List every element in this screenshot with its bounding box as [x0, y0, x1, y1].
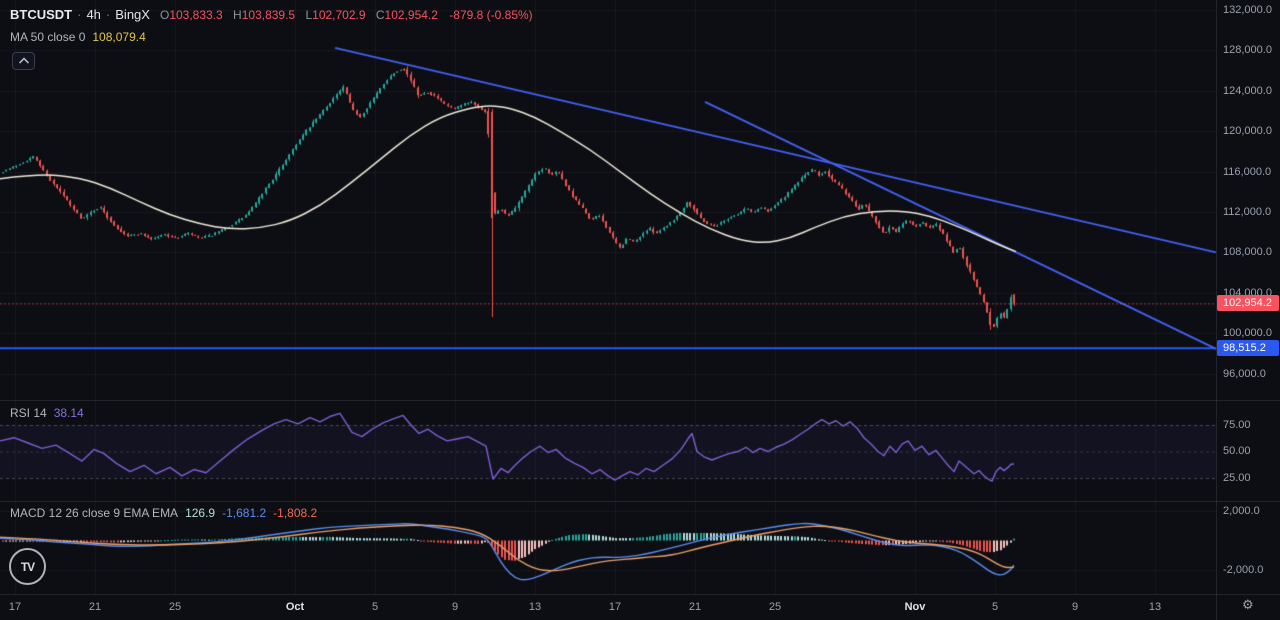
rsi-label: RSI 14	[10, 406, 47, 420]
macd-legend[interactable]: MACD 12 26 close 9 EMA EMA 126.9 -1,681.…	[10, 506, 317, 520]
time-tick-label: 21	[88, 601, 102, 613]
macd-tick-label: 2,000.0	[1223, 505, 1260, 517]
high-label: H	[233, 7, 242, 22]
symbol-legend[interactable]: BTCUSDT · 4h · BingX O103,833.3 H103,839…	[10, 7, 533, 22]
price-tick-label: 120,000.0	[1223, 125, 1272, 137]
price-tick-label: 128,000.0	[1223, 44, 1272, 56]
macd-tick-label: -2,000.0	[1223, 564, 1264, 576]
ma-label: MA 50 close 0	[10, 30, 86, 44]
rsi-value: 38.14	[53, 406, 84, 420]
panel-separator-rsi-macd[interactable]	[0, 501, 1280, 502]
symbol-title[interactable]: BTCUSDT	[10, 7, 73, 22]
time-tick-label: 17	[8, 601, 22, 613]
price-tick-label: 132,000.0	[1223, 4, 1272, 16]
time-tick-label: 5	[991, 601, 999, 613]
time-tick-label: 9	[451, 601, 459, 613]
low-value: 102,702.9	[312, 7, 366, 22]
rsi-tick-label: 25.00	[1223, 472, 1251, 484]
collapse-legend-button[interactable]	[12, 52, 35, 70]
time-tick-label: Nov	[904, 601, 926, 613]
price-tick-label: 112,000.0	[1223, 206, 1272, 218]
tradingview-logo-text: TV	[20, 559, 35, 574]
price-tick-label: 96,000.0	[1223, 368, 1266, 380]
time-tick-label: 25	[168, 601, 182, 613]
rsi-tick-label: 50.00	[1223, 445, 1251, 457]
rsi-legend[interactable]: RSI 14 38.14	[10, 406, 84, 420]
time-axis-separator	[0, 594, 1280, 595]
price-tick-label: 116,000.0	[1223, 166, 1272, 178]
price-tick-label: 100,000.0	[1223, 327, 1272, 339]
ma-legend[interactable]: MA 50 close 0 108,079.4	[10, 30, 146, 44]
time-tick-label: 9	[1071, 601, 1079, 613]
time-tick-label: 25	[768, 601, 782, 613]
close-label: C	[375, 7, 385, 22]
price-tick-label: 108,000.0	[1223, 246, 1272, 258]
panel-separator-price-rsi[interactable]	[0, 400, 1280, 401]
settings-gear-icon[interactable]: ⚙	[1242, 598, 1254, 613]
time-tick-label: 17	[608, 601, 622, 613]
macd-histogram-value: 126.9	[185, 506, 216, 520]
chevron-up-icon	[18, 57, 29, 64]
open-value: 103,833.3	[169, 7, 223, 22]
last-price-badge: 102,954.2	[1217, 295, 1279, 311]
close-value: 102,954.2	[384, 7, 438, 22]
legend-separator-dot: ·	[77, 7, 82, 22]
open-label: O	[159, 7, 170, 22]
price-tick-label: 124,000.0	[1223, 85, 1272, 97]
support-price-badge: 98,515.2	[1217, 340, 1279, 356]
change-value: -879.8 (-0.85%)	[449, 7, 533, 22]
macd-label: MACD 12 26 close 9 EMA EMA	[10, 506, 179, 520]
rsi-tick-label: 75.00	[1223, 419, 1251, 431]
time-tick-label: 5	[371, 601, 379, 613]
price-axis-separator	[1216, 0, 1217, 620]
time-tick-label: Oct	[285, 601, 305, 613]
legend-separator-dot: ·	[105, 7, 111, 22]
ohlc-values: O103,833.3 H103,839.5 L102,702.9 C102,95…	[160, 8, 533, 22]
macd-signal-value: -1,808.2	[273, 506, 318, 520]
ma-value: 108,079.4	[92, 30, 146, 44]
exchange-label: BingX	[115, 7, 150, 22]
time-tick-label: 13	[528, 601, 542, 613]
low-label: L	[305, 7, 313, 22]
high-value: 103,839.5	[241, 7, 296, 22]
tradingview-logo[interactable]: TV	[9, 548, 46, 585]
interval-label[interactable]: 4h	[86, 7, 101, 22]
time-tick-label: 13	[1148, 601, 1162, 613]
time-tick-label: 21	[688, 601, 702, 613]
macd-line-value: -1,681.2	[222, 506, 267, 520]
